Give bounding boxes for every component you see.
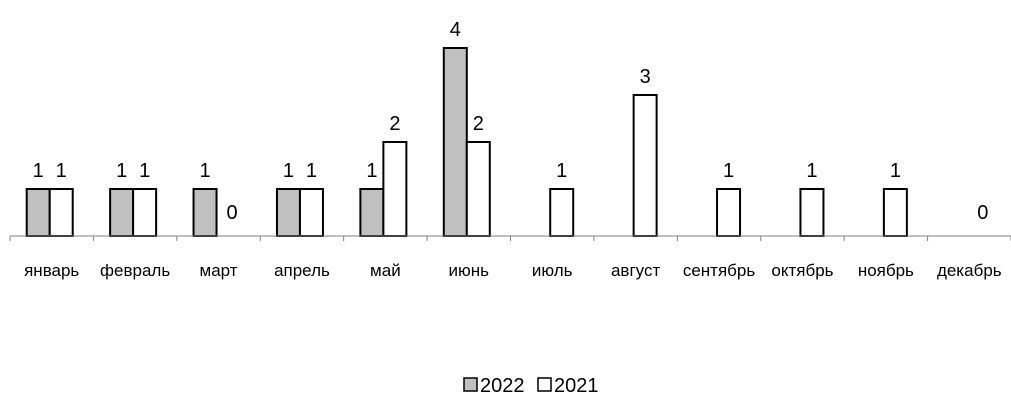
bar-2021-0 [48,188,74,237]
bar-2021-9 [799,188,825,237]
data-label-2021-1: 1 [139,160,150,182]
data-label-2021-7: 3 [640,66,651,88]
bar-2022-1 [109,188,135,237]
legend-swatch-2022 [463,377,478,392]
bar-2021-8 [716,188,742,237]
legend: 2022 2021 [463,375,599,397]
data-label-2021-8: 1 [723,160,734,182]
legend-swatch-2021 [537,377,552,392]
data-label-2021-2: 0 [226,202,237,224]
x-tick-label: апрель [274,261,330,280]
bars-layer [25,47,908,237]
bar-2021-6 [549,188,575,237]
data-label-2022-2: 1 [199,160,210,182]
x-axis: январь февраль март апрель май июнь июль август… [9,235,1011,280]
data-label-2022-4: 1 [366,160,377,182]
data-label-2022-5: 4 [450,19,461,41]
x-tick-label: декабрь [937,261,1002,280]
bar-2021-7 [632,94,658,237]
data-label-2021-6: 1 [556,160,567,182]
data-label-2021-4: 2 [389,113,400,135]
x-tick-label: июнь [449,261,490,280]
data-label-2021-0: 1 [56,160,67,182]
legend-label-2021: 2021 [554,375,599,397]
bar-2022-0 [25,188,51,237]
data-label-2021-3: 1 [306,160,317,182]
x-tick-label: август [611,261,660,280]
data-label-2021-10: 1 [890,160,901,182]
bar-2022-4 [359,188,385,237]
x-tick-label: сентябрь [683,261,756,280]
data-label-2021-9: 1 [806,160,817,182]
bar-2021-1 [132,188,158,237]
x-tick-label: март [200,261,238,280]
bar-2021-4 [382,141,408,237]
data-label-2022-1: 1 [116,160,127,182]
x-tick-label: июль [532,261,573,280]
bar-2022-3 [275,188,301,237]
bar-2022-2 [192,188,218,237]
bar-2021-5 [465,141,491,237]
x-tick-label: январь [24,261,79,280]
data-label-2022-0: 1 [33,160,44,182]
x-tick-label: ноябрь [858,261,914,280]
x-tick-label: май [370,261,401,280]
x-tick-label: февраль [100,261,170,280]
data-label-2021-11: 0 [977,202,988,224]
legend-label-2022: 2022 [480,375,525,397]
data-label-2021-5: 2 [473,113,484,135]
bar-2022-5 [442,47,468,237]
bar-2021-10 [882,188,908,237]
data-label-2022-3: 1 [283,160,294,182]
x-tick-label: октябрь [771,261,833,280]
bar-2021-3 [298,188,324,237]
